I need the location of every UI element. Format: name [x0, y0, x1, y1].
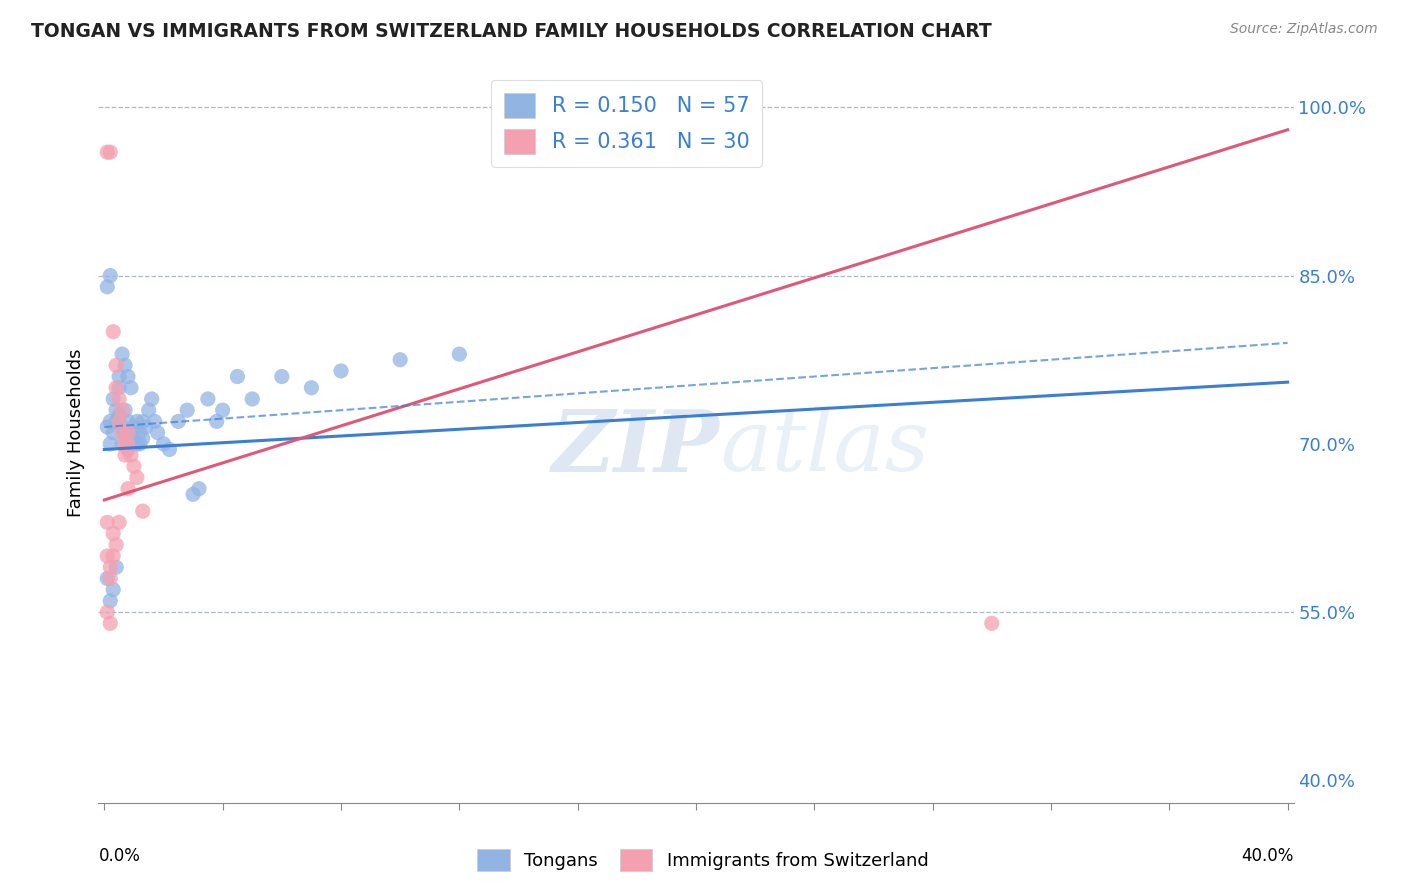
Point [240, 392, 263, 406]
Point [96, 516, 118, 530]
Text: atlas: atlas [720, 406, 929, 489]
Point [98, 560, 121, 574]
Point [125, 414, 148, 428]
Point [98, 414, 121, 428]
Point [120, 425, 142, 440]
Point [135, 420, 157, 434]
Text: 40.0%: 40.0% [1241, 847, 1294, 865]
Point [96, 549, 118, 563]
Point [152, 437, 174, 451]
Point [122, 420, 145, 434]
Point [111, 437, 134, 451]
Point [141, 392, 163, 406]
Point [96, 145, 118, 160]
Point [157, 442, 180, 457]
Point [120, 448, 142, 462]
Text: ZIP: ZIP [553, 406, 720, 489]
Point [114, 425, 136, 440]
Point [108, 381, 131, 395]
Point [105, 414, 128, 428]
Point [98, 571, 121, 585]
Point [103, 325, 125, 339]
Point [98, 437, 121, 451]
Point [105, 560, 128, 574]
Point [146, 425, 169, 440]
Point [111, 347, 134, 361]
Point [117, 442, 139, 457]
Point [96, 280, 118, 294]
Point [270, 369, 292, 384]
Point [125, 470, 148, 484]
Point [105, 403, 128, 417]
Point [98, 268, 121, 283]
Point [96, 420, 118, 434]
Point [114, 403, 136, 417]
Point [103, 549, 125, 563]
Point [128, 437, 150, 451]
Point [103, 425, 125, 440]
Legend: R = 0.150   N = 57, R = 0.361   N = 30: R = 0.150 N = 57, R = 0.361 N = 30 [491, 80, 762, 167]
Point [181, 487, 204, 501]
Point [96, 605, 118, 619]
Point [143, 414, 166, 428]
Point [117, 369, 139, 384]
Point [120, 437, 142, 451]
Point [330, 364, 353, 378]
Point [114, 448, 136, 462]
Text: 0.0%: 0.0% [98, 847, 141, 865]
Point [389, 352, 412, 367]
Point [132, 431, 155, 445]
Point [138, 403, 160, 417]
Point [108, 409, 131, 423]
Point [132, 504, 155, 518]
Point [108, 369, 131, 384]
Point [211, 403, 233, 417]
Point [111, 403, 134, 417]
Point [103, 526, 125, 541]
Point [226, 369, 249, 384]
Point [96, 571, 118, 585]
Point [188, 482, 211, 496]
Legend: Tongans, Immigrants from Switzerland: Tongans, Immigrants from Switzerland [470, 842, 936, 879]
Point [167, 414, 190, 428]
Point [98, 145, 121, 160]
Point [98, 616, 121, 631]
Text: TONGAN VS IMMIGRANTS FROM SWITZERLAND FAMILY HOUSEHOLDS CORRELATION CHART: TONGAN VS IMMIGRANTS FROM SWITZERLAND FA… [31, 22, 991, 41]
Point [537, 145, 560, 160]
Point [111, 425, 134, 440]
Point [176, 403, 198, 417]
Point [205, 414, 228, 428]
Point [111, 420, 134, 434]
Point [122, 431, 145, 445]
Point [125, 437, 148, 451]
Point [103, 392, 125, 406]
Point [117, 437, 139, 451]
Point [117, 482, 139, 496]
Point [197, 392, 219, 406]
Point [120, 381, 142, 395]
Point [105, 359, 128, 373]
Point [105, 538, 128, 552]
Point [128, 425, 150, 440]
Point [132, 414, 155, 428]
Point [108, 392, 131, 406]
Point [105, 381, 128, 395]
Point [114, 437, 136, 451]
Point [449, 347, 471, 361]
Point [114, 359, 136, 373]
Text: Source: ZipAtlas.com: Source: ZipAtlas.com [1230, 22, 1378, 37]
Point [980, 616, 1002, 631]
Point [299, 381, 322, 395]
Point [103, 582, 125, 597]
Point [117, 425, 139, 440]
Point [122, 459, 145, 474]
Point [108, 414, 131, 428]
Y-axis label: Family Households: Family Households [66, 349, 84, 516]
Point [98, 594, 121, 608]
Point [108, 516, 131, 530]
Point [117, 414, 139, 428]
